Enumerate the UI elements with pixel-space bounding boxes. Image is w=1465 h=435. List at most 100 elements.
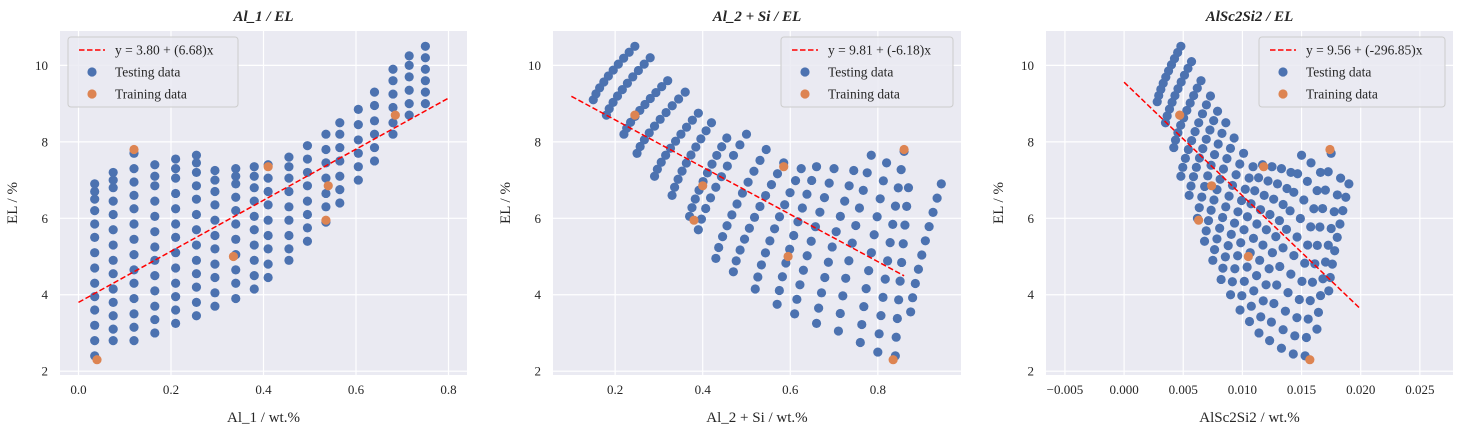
- testing-point: [90, 186, 100, 197]
- testing-point: [835, 211, 845, 221]
- testing-point: [735, 140, 745, 150]
- testing-point: [711, 253, 721, 264]
- testing-point: [1290, 331, 1300, 341]
- testing-point: [1252, 219, 1262, 229]
- testing-point: [191, 181, 202, 191]
- testing-point: [891, 332, 901, 342]
- testing-point: [1248, 233, 1259, 243]
- training-point: [1207, 181, 1217, 191]
- testing-point: [171, 318, 181, 328]
- testing-point: [284, 162, 294, 172]
- testing-point: [1244, 316, 1255, 327]
- fit-line: [1123, 81, 1362, 310]
- testing-point: [129, 177, 139, 187]
- testing-point: [1275, 261, 1285, 272]
- testing-point: [862, 168, 872, 178]
- testing-point: [1299, 195, 1309, 205]
- testing-point: [420, 99, 430, 109]
- testing-point: [691, 142, 701, 152]
- training-point: [1243, 251, 1253, 262]
- testing-point: [129, 219, 139, 229]
- testing-point: [741, 129, 752, 139]
- testing-point: [1278, 243, 1288, 253]
- testing-point: [1297, 276, 1307, 286]
- testing-point: [129, 190, 139, 200]
- testing-point: [1187, 135, 1197, 146]
- testing-point: [687, 203, 697, 213]
- testing-point: [231, 206, 241, 216]
- testing-point: [129, 234, 139, 244]
- testing-point: [108, 336, 118, 346]
- testing-point: [150, 160, 160, 170]
- testing-point: [1336, 173, 1346, 183]
- testing-point: [816, 288, 827, 298]
- fit-line: [78, 97, 449, 304]
- testing-point: [404, 72, 414, 82]
- testing-point: [231, 278, 241, 288]
- testing-point: [284, 186, 294, 197]
- testing-point: [714, 242, 724, 253]
- testing-point: [639, 59, 649, 69]
- testing-point: [1236, 238, 1246, 248]
- testing-point: [875, 194, 885, 204]
- testing-point: [353, 120, 363, 130]
- testing-point: [1332, 232, 1342, 242]
- testing-point: [1242, 262, 1252, 272]
- testing-point: [1289, 187, 1299, 197]
- testing-point: [1335, 219, 1345, 229]
- testing-point: [841, 273, 851, 283]
- testing-point: [722, 161, 732, 171]
- testing-point: [903, 183, 914, 193]
- testing-point: [777, 272, 788, 282]
- legend-testing-swatch: [1278, 67, 1288, 77]
- testing-point: [1341, 192, 1351, 202]
- chart-panel: −0.005 0.000 0.005 0.010 0.015 0.020 0.025 2 4 6 8…: [991, 9, 1453, 426]
- testing-point: [388, 64, 398, 74]
- testing-point: [711, 182, 721, 192]
- testing-point: [171, 173, 181, 183]
- testing-point: [191, 158, 202, 168]
- testing-point: [890, 201, 901, 211]
- testing-point: [924, 221, 934, 232]
- testing-point: [231, 192, 241, 202]
- x-tick-label: 0.4: [695, 382, 712, 397]
- testing-point: [855, 337, 865, 348]
- chart-panel: 0.0 0.2 0.4 0.6 0.8 2 4 6 8 10 Al_1 / EL Al_1 / wt.…: [5, 9, 467, 426]
- testing-point: [878, 292, 888, 302]
- testing-point: [893, 183, 903, 193]
- testing-point: [908, 293, 918, 303]
- x-tick-label: 0.6: [348, 382, 365, 397]
- testing-point: [90, 179, 100, 189]
- testing-point: [302, 209, 313, 220]
- testing-point: [928, 207, 938, 217]
- testing-point: [335, 171, 345, 181]
- testing-point: [369, 100, 380, 111]
- testing-point: [810, 222, 821, 232]
- testing-point: [335, 129, 345, 139]
- testing-point: [831, 227, 841, 237]
- testing-point: [321, 188, 331, 199]
- testing-point: [150, 271, 160, 281]
- testing-point: [624, 47, 634, 57]
- testing-point: [321, 202, 331, 212]
- y-tick-label: 6: [535, 211, 542, 226]
- testing-point: [150, 181, 160, 191]
- legend-training-label: Training data: [828, 87, 900, 102]
- testing-point: [1274, 215, 1285, 226]
- testing-point: [108, 311, 118, 321]
- testing-point: [661, 107, 671, 118]
- testing-point: [880, 274, 890, 284]
- testing-point: [612, 91, 623, 101]
- y-tick-label: 4: [535, 287, 542, 302]
- testing-point: [873, 347, 883, 357]
- testing-point: [617, 85, 627, 95]
- y-tick-label: 10: [528, 58, 541, 73]
- legend-testing-label: Testing data: [828, 65, 893, 80]
- legend: y = 9.81 + (-6.18)x Testing data Training …: [780, 36, 954, 108]
- testing-point: [814, 303, 824, 313]
- testing-point: [335, 142, 345, 153]
- testing-point: [263, 200, 273, 210]
- x-tick-label: 0.4: [255, 382, 272, 397]
- testing-point: [210, 272, 220, 283]
- testing-point: [210, 244, 220, 254]
